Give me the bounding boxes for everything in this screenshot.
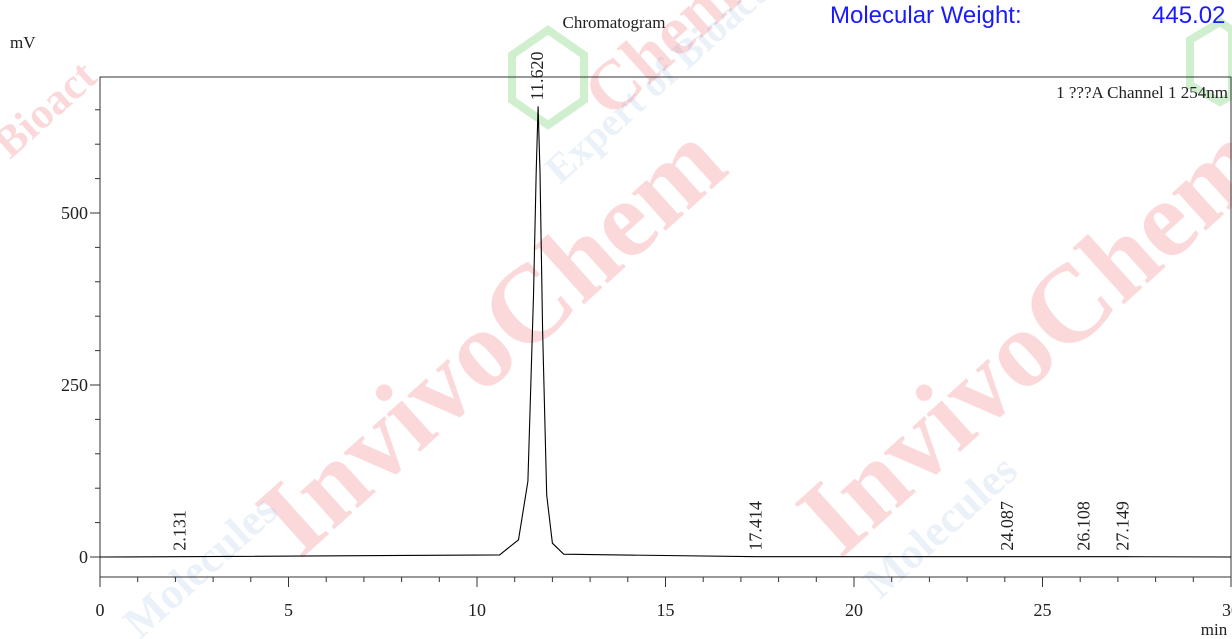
- y-tick-label: 500: [61, 203, 88, 223]
- watermark-text: Molecules: [114, 485, 287, 639]
- peak-label: 2.131: [169, 510, 189, 551]
- peak-label: 11.620: [527, 52, 547, 101]
- peak-label: 26.108: [1073, 501, 1093, 551]
- watermark-hexagon-icon: [1186, 17, 1232, 107]
- molecular-weight-label: Molecular Weight:: [830, 2, 1022, 29]
- peak-labels: 2.131 11.620 17.414 24.087 26.108 27.149: [169, 52, 1132, 551]
- axes: 0 5 10 15 20 25 30 0 250 500: [61, 109, 1232, 620]
- watermark-text: InvivoChem: [234, 99, 747, 578]
- y-tick-label: 0: [79, 547, 88, 567]
- chart-title: Chromatogram: [563, 13, 666, 32]
- x-tick-label: 20: [845, 600, 863, 620]
- peak-label: 17.414: [746, 501, 766, 551]
- molecular-weight-value: 445.02: [1152, 2, 1226, 29]
- x-tick-label: 0: [96, 600, 105, 620]
- channel-label: 1 ???A Channel 1 254nm: [1056, 83, 1228, 102]
- x-axis-label: min: [1201, 620, 1228, 639]
- peak-label: 24.087: [997, 501, 1017, 550]
- x-tick-label: 30: [1222, 600, 1232, 620]
- watermark-hexagon-icon: [508, 25, 588, 130]
- y-tick-label: 250: [61, 375, 88, 395]
- watermark-text: Bioact: [0, 51, 106, 168]
- y-axis-label: mV: [10, 33, 36, 52]
- x-tick-label: 5: [284, 600, 293, 620]
- x-tick-label: 25: [1034, 600, 1052, 620]
- x-tick-label: 10: [468, 600, 486, 620]
- x-tick-label: 15: [657, 600, 675, 620]
- peak-label: 27.149: [1113, 501, 1133, 551]
- series-line: [99, 106, 1232, 558]
